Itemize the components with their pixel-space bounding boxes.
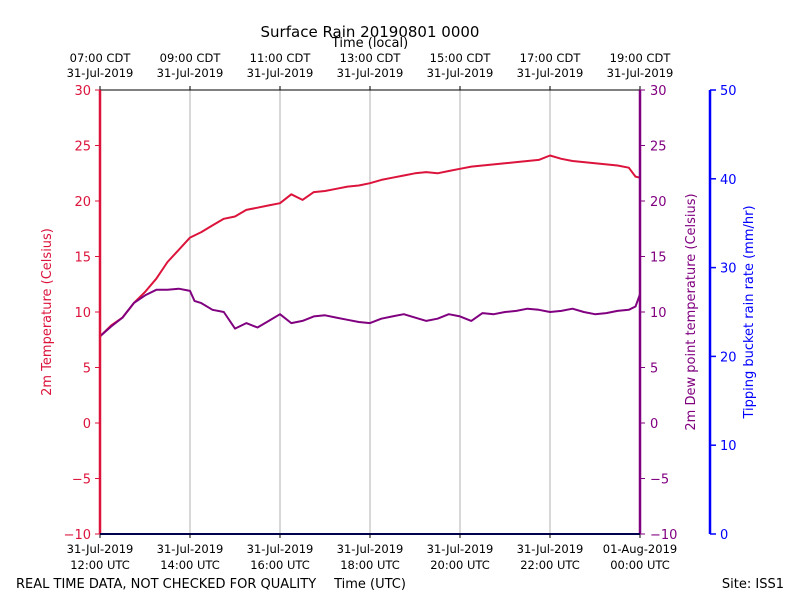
top-tick-time: 17:00 CDT xyxy=(520,51,582,65)
left-tick-label: 30 xyxy=(74,84,91,99)
bottom-tick-date: 31-Jul-2019 xyxy=(427,542,494,556)
bottom-tick-date: 31-Jul-2019 xyxy=(67,542,134,556)
left-tick-label: 10 xyxy=(74,306,91,321)
top-tick-time: 11:00 CDT xyxy=(250,51,312,65)
top-tick-time: 09:00 CDT xyxy=(160,51,222,65)
x-axis-label: Time (UTC) xyxy=(333,577,406,592)
bottom-tick-time: 00:00 UTC xyxy=(610,558,670,572)
top-tick-date: 31-Jul-2019 xyxy=(157,66,224,80)
2m-dew-point-temperature-line xyxy=(99,287,641,338)
rain-tick-label: 30 xyxy=(720,262,737,277)
top-tick-time: 15:00 CDT xyxy=(430,51,492,65)
right-tick-label: 15 xyxy=(650,251,667,266)
top-tick-time: 07:00 CDT xyxy=(70,51,132,65)
bottom-tick-date: 31-Jul-2019 xyxy=(517,542,584,556)
right-tick-label: 0 xyxy=(650,417,658,432)
rain-tick-label: 50 xyxy=(720,84,737,99)
left-tick-label: 0 xyxy=(83,417,91,432)
left-tick-label: 25 xyxy=(74,140,91,155)
bottom-tick-time: 20:00 UTC xyxy=(430,558,490,572)
right-tick-label: 25 xyxy=(650,140,667,155)
top-tick-date: 31-Jul-2019 xyxy=(337,66,404,80)
left-tick-label: 20 xyxy=(74,195,91,210)
right-tick-label: 5 xyxy=(650,362,658,377)
right-axis-label: 2m Dew point temperature (Celsius) xyxy=(684,193,699,430)
right-tick-label: 20 xyxy=(650,195,667,210)
bottom-tick-date: 31-Jul-2019 xyxy=(157,542,224,556)
rain-axis-label: Tipping bucket rain rate (mm/hr) xyxy=(742,205,757,419)
bottom-tick-date: 31-Jul-2019 xyxy=(337,542,404,556)
top-tick-date: 31-Jul-2019 xyxy=(517,66,584,80)
top-tick-date: 31-Jul-2019 xyxy=(247,66,314,80)
grid-lines xyxy=(189,90,551,534)
series-lines xyxy=(99,154,641,338)
top-tick-date: 31-Jul-2019 xyxy=(67,66,134,80)
rain-tick-label: 0 xyxy=(720,528,728,543)
top-tick-date: 31-Jul-2019 xyxy=(427,66,494,80)
site-label: Site: ISS1 xyxy=(722,577,784,592)
right-tick-label: 30 xyxy=(650,84,667,99)
right-tick-label: −10 xyxy=(650,528,677,543)
left-tick-label: 15 xyxy=(74,251,91,266)
right-tick-label: 10 xyxy=(650,306,667,321)
top-axis-label: Time (local) xyxy=(331,36,408,51)
quality-disclaimer: REAL TIME DATA, NOT CHECKED FOR QUALITY xyxy=(16,577,316,592)
top-tick-time: 13:00 CDT xyxy=(340,51,402,65)
2m-temperature-line xyxy=(99,154,641,338)
top-tick-time: 19:00 CDT xyxy=(610,51,672,65)
bottom-tick-time: 18:00 UTC xyxy=(340,558,400,572)
bottom-tick-date: 01-Aug-2019 xyxy=(603,542,677,556)
bottom-tick-time: 14:00 UTC xyxy=(160,558,220,572)
left-tick-label: −10 xyxy=(64,528,91,543)
rain-tick-label: 10 xyxy=(720,439,737,454)
chart-title: Surface Rain 20190801 0000 xyxy=(261,23,480,41)
bottom-tick-time: 16:00 UTC xyxy=(250,558,310,572)
bottom-tick-time: 22:00 UTC xyxy=(520,558,580,572)
rain-tick-label: 20 xyxy=(720,350,737,365)
left-tick-label: −5 xyxy=(72,473,91,488)
rain-tick-label: 40 xyxy=(720,173,737,188)
axis-ticks: 31-Jul-2019 12:00 UTC 31-Jul-2019 14:00 UTC… xyxy=(64,51,737,572)
left-axis-label: 2m Temperature (Celsius) xyxy=(40,228,55,396)
left-tick-label: 5 xyxy=(83,362,91,377)
right-tick-label: −5 xyxy=(650,473,669,488)
top-tick-date: 31-Jul-2019 xyxy=(607,66,674,80)
bottom-tick-time: 12:00 UTC xyxy=(70,558,130,572)
bottom-tick-date: 31-Jul-2019 xyxy=(247,542,314,556)
